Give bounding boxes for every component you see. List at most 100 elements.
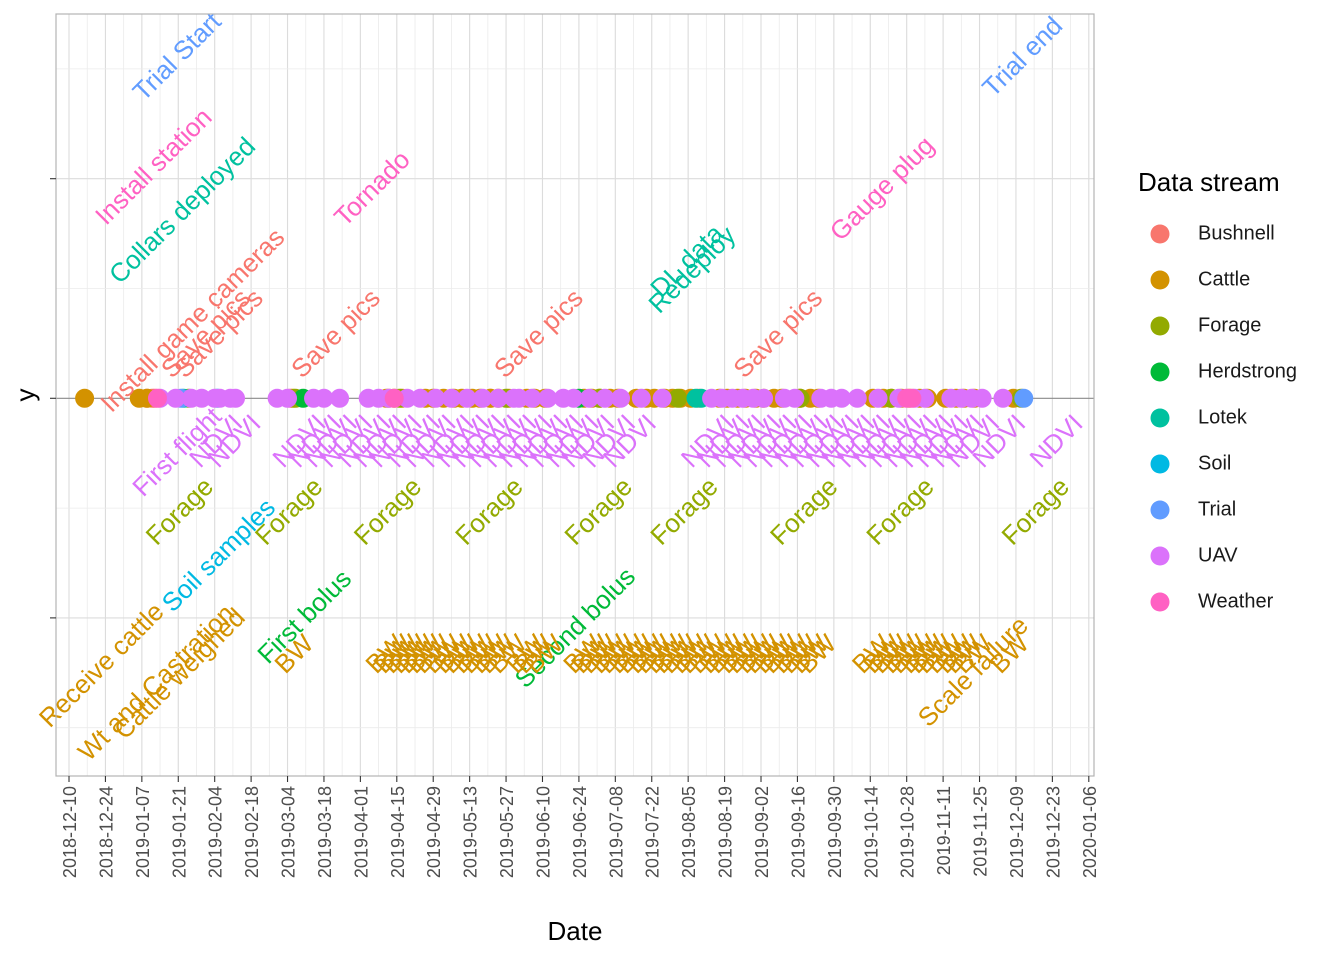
legend-label: Forage [1198,314,1261,336]
legend-label: Lotek [1198,406,1248,428]
legend-key-bushnell [1150,224,1170,244]
x-tick-label: 2019-09-02 [752,786,772,878]
point-uav [509,388,529,408]
x-tick-label: 2019-05-27 [497,786,517,878]
legend-title: Data stream [1138,167,1280,197]
legend-item-herdstrong: Herdstrong [1150,360,1297,382]
x-axis: 2018-12-10 2018-12-24 2019-01-07 2019-01-21… [60,776,1100,878]
point-uav [410,388,430,408]
x-tick-label: 2019-12-09 [1007,786,1027,878]
point-weather [902,388,922,408]
point-uav [166,388,186,408]
legend-key-cattle [1150,270,1170,290]
x-tick-label: 2019-01-07 [133,786,153,878]
point-uav [192,388,212,408]
x-tick-label: 2019-12-23 [1043,786,1063,878]
point-uav [473,388,493,408]
y-axis-label: y [10,389,40,402]
legend-label: Trial [1198,498,1236,520]
legend-label: UAV [1198,544,1238,566]
point-uav [457,388,477,408]
point-uav [785,388,805,408]
x-tick-label: 2018-12-10 [60,786,80,878]
plot-border [55,13,1095,777]
point-uav [397,388,417,408]
legend-label: Bushnell [1198,222,1275,244]
x-tick-label: 2019-08-19 [716,786,736,878]
x-tick-label: 2019-11-25 [971,786,991,877]
x-tick-label: 2019-05-13 [461,786,481,878]
legend-key-herdstrong [1150,362,1170,382]
point-uav [993,388,1013,408]
point-cattle [75,388,95,408]
point-uav [915,388,935,408]
x-tick-label: 2019-09-30 [825,786,845,878]
point-uav [611,388,631,408]
x-tick-label: 2019-10-28 [898,786,918,878]
legend-key-soil [1150,454,1170,474]
point-forage [668,388,688,408]
point-uav [226,388,246,408]
legend-item-trial: Trial [1150,498,1236,520]
x-tick-label: 2019-06-10 [533,786,553,878]
legend-key-trial [1150,500,1170,520]
point-uav [868,388,888,408]
point-uav [754,388,774,408]
point-uav [330,388,350,408]
x-tick-label: 2019-04-01 [351,786,371,878]
point-weather [147,388,167,408]
legend-key-weather [1150,592,1170,612]
point-uav [522,388,542,408]
legend-item-bushnell: Bushnell [1150,222,1275,244]
y-axis [50,178,56,619]
legend-item-uav: UAV [1150,544,1238,566]
x-tick-label: 2019-11-11 [934,786,954,875]
point-uav [652,388,672,408]
point-uav [538,388,558,408]
point-uav [564,388,584,408]
legend-item-cattle: Cattle [1150,268,1250,290]
x-tick-label: 2019-03-18 [315,786,335,878]
point-uav [314,388,334,408]
x-tick-label: 2019-09-16 [788,786,808,878]
legend-item-weather: Weather [1150,590,1274,612]
legend-items: Bushnell Cattle Forage Herdstrong Lotek Soil T… [1150,222,1297,612]
point-uav [441,388,461,408]
x-tick-label: 2019-02-04 [206,786,226,878]
x-tick-label: 2019-04-15 [388,786,408,878]
legend: Data stream Bushnell Cattle Forage Herdstro… [1138,167,1297,612]
legend-label: Herdstrong [1198,360,1297,382]
point-uav [832,388,852,408]
x-tick-label: 2019-02-18 [242,786,262,878]
point-uav [631,388,651,408]
x-tick-label: 2019-06-24 [570,786,590,878]
legend-key-uav [1150,546,1170,566]
point-uav [426,388,446,408]
legend-item-forage: Forage [1150,314,1261,336]
point-uav [847,388,867,408]
x-tick-label: 2019-07-22 [643,786,663,878]
point-weather [384,388,404,408]
x-tick-label: 2019-07-08 [606,786,626,878]
point-uav [579,388,599,408]
legend-label: Weather [1198,590,1274,612]
x-tick-label: 2020-01-06 [1080,786,1100,878]
x-tick-label: 2019-04-29 [424,786,444,878]
x-axis-label: Date [548,916,603,946]
legend-label: Cattle [1198,268,1250,290]
x-tick-label: 2019-03-04 [279,786,299,878]
point-uav [488,388,508,408]
point-uav [278,388,298,408]
legend-key-forage [1150,316,1170,336]
x-tick-label: 2019-10-14 [861,786,881,878]
data-points [75,388,1034,408]
point-trial [1014,388,1034,408]
x-tick-label: 2019-08-05 [679,786,699,878]
point-uav [972,388,992,408]
legend-item-soil: Soil [1150,452,1231,474]
x-tick-label: 2018-12-24 [96,786,116,878]
legend-key-lotek [1150,408,1170,428]
point-uav [595,388,615,408]
